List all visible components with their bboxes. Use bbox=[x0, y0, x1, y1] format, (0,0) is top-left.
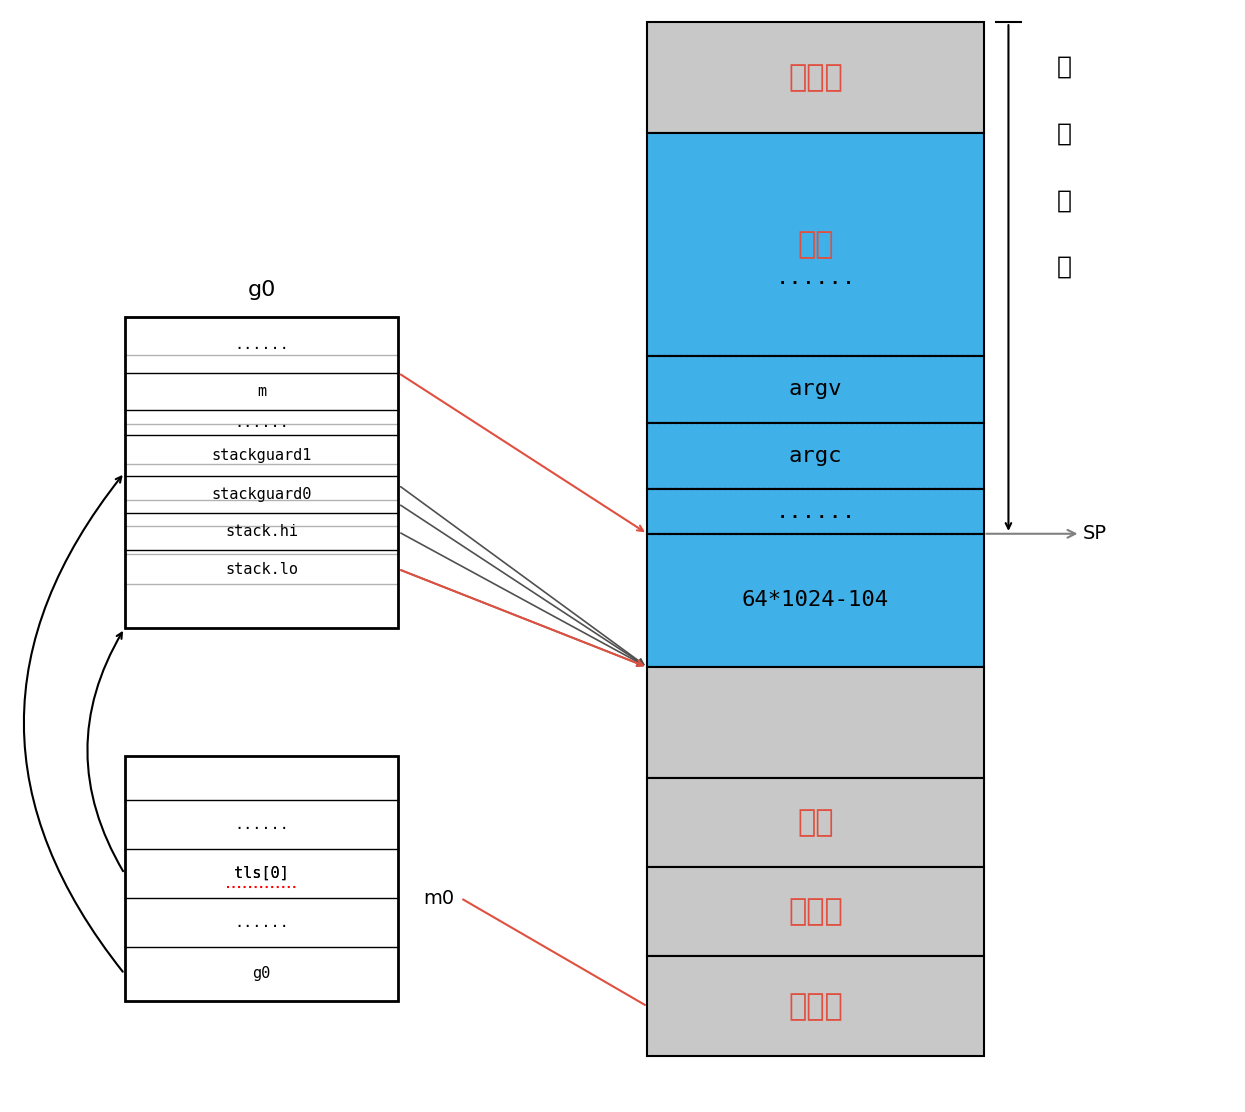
Text: ......: ...... bbox=[776, 502, 855, 522]
Text: 64*1024-104: 64*1024-104 bbox=[742, 590, 889, 610]
FancyBboxPatch shape bbox=[647, 356, 984, 423]
Text: 内核区: 内核区 bbox=[788, 63, 843, 92]
Text: 数据区: 数据区 bbox=[788, 992, 843, 1021]
Text: tls[0]: tls[0] bbox=[234, 866, 289, 881]
FancyBboxPatch shape bbox=[647, 489, 984, 534]
Text: ......: ...... bbox=[234, 337, 289, 353]
FancyBboxPatch shape bbox=[647, 534, 984, 667]
Text: stack.lo: stack.lo bbox=[225, 562, 298, 577]
Text: g0: g0 bbox=[253, 966, 270, 982]
Text: argv: argv bbox=[789, 379, 842, 399]
FancyBboxPatch shape bbox=[647, 22, 984, 133]
Text: m: m bbox=[256, 384, 266, 399]
Text: 堆区: 堆区 bbox=[797, 808, 834, 837]
FancyBboxPatch shape bbox=[647, 867, 984, 956]
FancyBboxPatch shape bbox=[124, 317, 398, 628]
Text: stackguard1: stackguard1 bbox=[212, 448, 311, 463]
Text: ......: ...... bbox=[234, 915, 289, 930]
Text: ......: ...... bbox=[776, 268, 855, 288]
FancyBboxPatch shape bbox=[647, 423, 984, 489]
Text: tls[0]: tls[0] bbox=[234, 866, 289, 881]
Text: SP: SP bbox=[986, 524, 1107, 544]
FancyBboxPatch shape bbox=[647, 778, 984, 867]
Text: stackguard0: stackguard0 bbox=[212, 487, 311, 502]
Text: 线: 线 bbox=[1057, 121, 1072, 146]
Text: 栈区: 栈区 bbox=[797, 230, 834, 259]
Text: 栈: 栈 bbox=[1057, 255, 1072, 279]
FancyBboxPatch shape bbox=[647, 956, 984, 1056]
FancyBboxPatch shape bbox=[124, 756, 398, 1001]
Text: argc: argc bbox=[789, 446, 842, 466]
Text: 主: 主 bbox=[1057, 54, 1072, 79]
Text: m0: m0 bbox=[423, 888, 454, 907]
FancyBboxPatch shape bbox=[647, 667, 984, 778]
FancyBboxPatch shape bbox=[647, 133, 984, 356]
Text: 程: 程 bbox=[1057, 188, 1072, 212]
Text: 代码区: 代码区 bbox=[788, 897, 843, 926]
Text: stack.hi: stack.hi bbox=[225, 524, 298, 539]
Text: g0: g0 bbox=[248, 280, 275, 300]
Text: ......: ...... bbox=[234, 817, 289, 832]
Text: ......: ...... bbox=[234, 415, 289, 430]
